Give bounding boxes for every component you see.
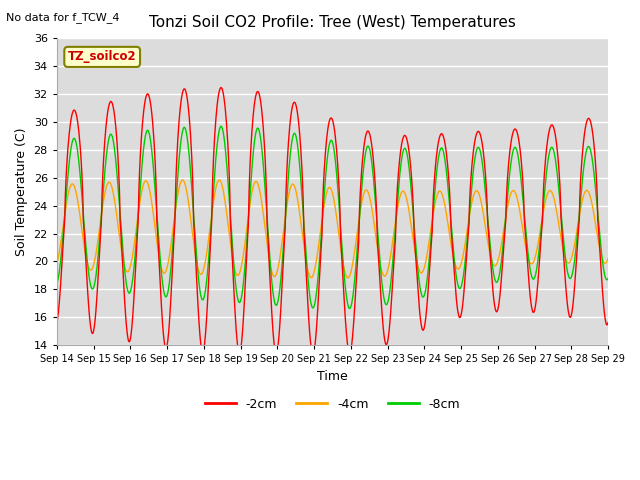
-4cm	[175, 183, 183, 189]
-2cm	[53, 320, 61, 325]
-2cm	[491, 303, 499, 309]
-8cm	[540, 202, 547, 208]
-4cm	[237, 263, 245, 269]
-4cm	[604, 256, 612, 262]
Legend: -2cm, -4cm, -8cm: -2cm, -4cm, -8cm	[200, 393, 465, 416]
Title: Tonzi Soil CO2 Profile: Tree (West) Temperatures: Tonzi Soil CO2 Profile: Tree (West) Temp…	[149, 15, 516, 30]
-4cm	[419, 269, 426, 275]
Text: TZ_soilco2: TZ_soilco2	[68, 50, 136, 63]
Y-axis label: Soil Temperature (C): Soil Temperature (C)	[15, 127, 28, 256]
-4cm	[179, 177, 186, 183]
-2cm	[218, 84, 225, 90]
-4cm	[491, 263, 499, 269]
Text: No data for f_TCW_4: No data for f_TCW_4	[6, 12, 120, 23]
-4cm	[344, 275, 352, 281]
-2cm	[175, 114, 183, 120]
-2cm	[162, 346, 170, 351]
X-axis label: Time: Time	[317, 370, 348, 383]
-8cm	[162, 294, 170, 300]
-2cm	[309, 351, 317, 357]
-8cm	[604, 276, 612, 281]
-8cm	[419, 294, 426, 300]
-8cm	[346, 306, 353, 312]
-2cm	[419, 327, 426, 333]
-8cm	[491, 276, 499, 282]
-8cm	[237, 294, 245, 300]
-2cm	[604, 320, 612, 325]
-4cm	[540, 209, 547, 215]
-4cm	[53, 261, 61, 266]
-8cm	[53, 281, 61, 287]
Line: -4cm: -4cm	[57, 180, 608, 278]
-4cm	[162, 268, 170, 274]
-2cm	[237, 340, 245, 346]
-8cm	[175, 153, 183, 158]
Line: -2cm: -2cm	[57, 87, 608, 354]
Line: -8cm: -8cm	[57, 126, 608, 309]
-2cm	[540, 190, 547, 195]
-8cm	[218, 123, 225, 129]
